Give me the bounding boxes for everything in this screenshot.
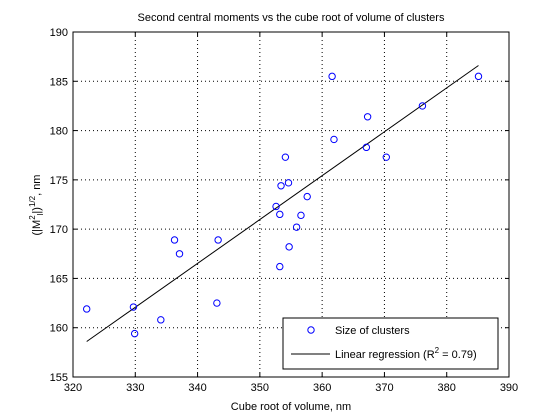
data-point [170, 236, 179, 244]
y-tick-label: 170 [50, 224, 68, 236]
data-point [284, 179, 293, 187]
svg-text:(|M2l|)1/2, nm: (|M2l|)1/2, nm [28, 175, 45, 236]
data-point [363, 113, 372, 121]
marker-layer [83, 72, 483, 338]
data-point [157, 316, 165, 324]
x-tick-label: 380 [438, 382, 456, 394]
x-tick-label: 370 [375, 382, 393, 394]
x-tick-label: 330 [126, 382, 144, 394]
data-point [474, 72, 483, 81]
x-tick-label: 340 [188, 382, 206, 394]
y-tick-label: 185 [50, 76, 68, 88]
y-tick-label: 155 [50, 372, 68, 384]
data-point [130, 329, 139, 338]
y-tick-label: 160 [50, 323, 68, 335]
data-point [276, 210, 284, 219]
plot-frame [72, 31, 510, 378]
x-tick-label: 360 [313, 382, 331, 394]
data-point [362, 143, 371, 152]
x-tick-label: 350 [251, 382, 269, 394]
data-point [382, 153, 390, 161]
axis-ticks: 320 330 340 350 360 370 380 390 155 160 165 170 175 1… [50, 27, 519, 394]
legend-label-markers: Size of clusters [335, 325, 410, 337]
y-label-unit: , nm [31, 175, 43, 196]
data-point [175, 250, 184, 258]
data-point [129, 303, 138, 311]
data-point [83, 305, 91, 313]
data-point [277, 182, 285, 190]
legend-marker-icon [307, 326, 315, 334]
y-label-sup1: 2 [28, 215, 37, 220]
y-label-prefix: (|M [31, 220, 43, 236]
data-point [272, 202, 280, 211]
y-tick-label: 190 [50, 27, 68, 39]
data-point [303, 192, 311, 201]
chart-title: Second central moments vs the cube root … [138, 12, 445, 24]
legend-box [282, 317, 499, 370]
data-point [330, 135, 338, 144]
data-point [297, 211, 305, 220]
y-label-suffix: |) [31, 207, 43, 214]
x-axis-label: Cube root of volume, nm [231, 401, 351, 413]
x-tick-label: 390 [500, 382, 518, 394]
data-point [281, 153, 290, 161]
data-point [214, 236, 222, 244]
data-point [285, 243, 293, 251]
legend-regression-prefix: Linear regression (R [335, 349, 435, 361]
y-tick-label: 165 [50, 273, 68, 285]
data-point [328, 72, 336, 81]
y-label-sub: l [36, 213, 45, 215]
legend-regression-sup: 2 [435, 346, 440, 355]
y-tick-label: 175 [50, 175, 68, 187]
grid-lines [73, 32, 509, 377]
data-point [292, 223, 301, 231]
x-tick-label: 320 [64, 382, 82, 394]
y-tick-label: 180 [50, 126, 68, 138]
y-label-sup2: 1/2 [28, 195, 37, 207]
data-point [418, 102, 427, 110]
regression-line [86, 65, 479, 342]
y-axis-label: (|M2l|)1/2, nm [28, 175, 45, 236]
legend-regression-suffix: = 0.79) [439, 349, 477, 361]
data-point [276, 262, 284, 271]
data-point [213, 299, 221, 307]
legend-label-regression: Linear regression (R2 = 0.79) [335, 346, 477, 361]
legend: Size of clusters Linear regression (R2 =… [282, 317, 499, 370]
regression-layer [86, 65, 479, 342]
